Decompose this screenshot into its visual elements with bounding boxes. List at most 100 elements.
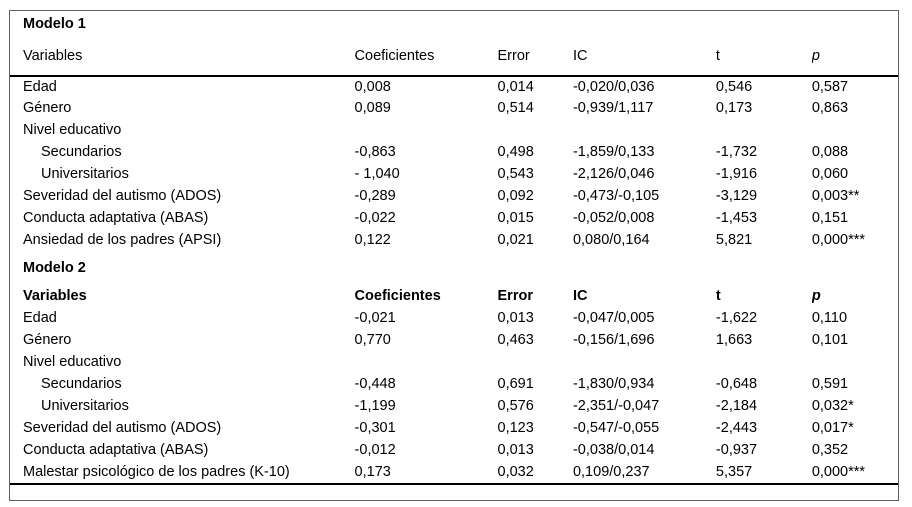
cell-p: 0,000***: [811, 232, 866, 249]
cell-ic: -0,473/-0,105: [572, 188, 660, 205]
cell-t: -1,453: [715, 210, 758, 227]
cell-error: 0,576: [497, 398, 534, 415]
cell-coeficiente: -0,448: [354, 376, 396, 393]
cell-coeficiente: 0,122: [354, 232, 391, 249]
table-row: Género 0,089 0,514 -0,939/1,117 0,173 0,863: [10, 98, 898, 120]
regression-table: Modelo 1 Variables Coeficientes Error IC t p Ed…: [10, 11, 898, 485]
table-row: Nivel educativo: [10, 352, 898, 374]
cell-error: 0,123: [497, 420, 534, 437]
table-row: Severidad del autismo (ADOS) -0,289 0,092 -…: [10, 186, 898, 208]
column-header-coeficientes: Coeficientes: [354, 288, 441, 305]
cell-error: 0,463: [497, 332, 534, 349]
cell-ic: -1,830/0,934: [572, 376, 655, 393]
cell-p: 0,088: [811, 144, 849, 161]
cell-t: -0,937: [715, 442, 758, 459]
cell-p: 0,003**: [811, 188, 860, 205]
cell-p: [812, 352, 898, 374]
cell-p: 0,151: [811, 210, 849, 227]
cell-ic: -0,052/0,008: [572, 210, 655, 227]
column-header-p: p: [811, 288, 821, 305]
model-title-row: Modelo 1: [10, 11, 898, 39]
column-header-ic: IC: [572, 288, 588, 305]
table-row: Ansiedad de los padres (APSI) 0,122 0,021 0…: [10, 230, 898, 252]
column-header-t: t: [715, 288, 721, 305]
column-header-variables: Variables: [10, 39, 355, 77]
cell-coeficiente: [355, 352, 498, 374]
cell-p: 0,587: [811, 78, 849, 95]
cell-coeficiente: -0,301: [354, 420, 396, 437]
table-row: Conducta adaptativa (ABAS) -0,012 0,013 -0,…: [10, 440, 898, 462]
cell-p: 0,017*: [811, 420, 854, 437]
cell-t: 0,546: [715, 78, 753, 95]
table-row: Nivel educativo: [10, 120, 898, 142]
cell-ic: -0,020/0,036: [572, 78, 655, 95]
row-label: Severidad del autismo (ADOS): [23, 188, 222, 205]
cell-t: 1,663: [715, 332, 753, 349]
row-label: Conducta adaptativa (ABAS): [23, 210, 209, 227]
cell-p: 0,000***: [811, 462, 898, 485]
table-row: Conducta adaptativa (ABAS) -0,022 0,015 -0,…: [10, 208, 898, 230]
row-label: Universitarios: [41, 398, 129, 415]
model-title: Modelo 2: [23, 260, 86, 277]
cell-coeficiente: 0,008: [354, 78, 391, 95]
cell-p: 0,863: [811, 100, 849, 117]
cell-ic: -0,547/-0,055: [572, 420, 660, 437]
cell-error: 0,013: [497, 310, 534, 327]
column-header-t: t: [715, 39, 812, 77]
cell-ic: 0,109/0,237: [572, 462, 716, 485]
table-row: Severidad del autismo (ADOS) -0,301 0,123 -…: [10, 418, 898, 440]
table-row: Malestar psicológico de los padres (K-10…: [10, 462, 898, 485]
cell-error: 0,021: [497, 232, 534, 249]
row-label: Nivel educativo: [23, 354, 122, 371]
cell-t: -2,184: [715, 398, 758, 415]
cell-ic: -0,939/1,117: [572, 100, 654, 117]
cell-ic: -2,126/0,046: [572, 166, 655, 183]
cell-error: 0,014: [497, 78, 534, 95]
cell-t: 0,173: [715, 100, 753, 117]
column-header-row: Variables Coeficientes Error IC t p: [10, 286, 898, 308]
cell-error: 0,543: [497, 166, 534, 183]
cell-error: 0,691: [497, 376, 534, 393]
column-header-variables: Variables: [23, 288, 87, 305]
cell-error: 0,092: [497, 188, 534, 205]
table-body: Modelo 1 Variables Coeficientes Error IC t p Ed…: [10, 11, 898, 485]
column-header-row: Variables Coeficientes Error IC t p: [10, 39, 898, 77]
row-label: Género: [23, 332, 72, 349]
cell-coeficiente: -1,199: [354, 398, 396, 415]
table-row: Edad -0,021 0,013 -0,047/0,005 -1,622 0,110: [10, 308, 898, 330]
cell-coeficiente: -0,289: [354, 188, 396, 205]
cell-ic: -0,047/0,005: [572, 310, 655, 327]
row-label: Nivel educativo: [23, 122, 122, 139]
row-label: Secundarios: [41, 376, 122, 393]
cell-p: 0,591: [811, 376, 849, 393]
cell-p: 0,032*: [811, 398, 854, 415]
cell-p: 0,110: [811, 310, 848, 327]
cell-error: 0,498: [497, 144, 534, 161]
cell-t: -1,622: [715, 310, 758, 327]
cell-error: 0,032: [497, 462, 573, 485]
cell-coeficiente: -0,863: [354, 144, 396, 161]
cell-error: [498, 120, 573, 142]
cell-t: [716, 352, 812, 374]
cell-coeficiente: -0,021: [354, 310, 396, 327]
column-header-coeficientes: Coeficientes: [354, 39, 498, 77]
table-row: Género 0,770 0,463 -0,156/1,696 1,663 0,101: [10, 330, 898, 352]
cell-coeficiente: [355, 120, 498, 142]
cell-t: [716, 120, 812, 142]
column-header-p: p: [811, 39, 898, 77]
table-row: Secundarios -0,448 0,691 -1,830/0,934 -0,648…: [10, 374, 898, 396]
cell-error: 0,514: [497, 100, 534, 117]
cell-t: 5,357: [715, 462, 812, 485]
cell-t: 5,821: [715, 232, 753, 249]
row-label: Malestar psicológico de los padres (K-10…: [10, 462, 355, 485]
column-header-error: Error: [497, 39, 573, 77]
cell-p: 0,101: [811, 332, 849, 349]
cell-coeficiente: -0,022: [354, 210, 396, 227]
cell-coeficiente: 0,770: [354, 332, 391, 349]
table-frame: Modelo 1 Variables Coeficientes Error IC t p Ed…: [9, 10, 899, 501]
cell-t: -2,443: [715, 420, 758, 437]
row-label: Edad: [23, 310, 57, 327]
cell-ic: -0,038/0,014: [572, 442, 655, 459]
cell-t: -0,648: [715, 376, 758, 393]
row-label: Conducta adaptativa (ABAS): [23, 442, 209, 459]
